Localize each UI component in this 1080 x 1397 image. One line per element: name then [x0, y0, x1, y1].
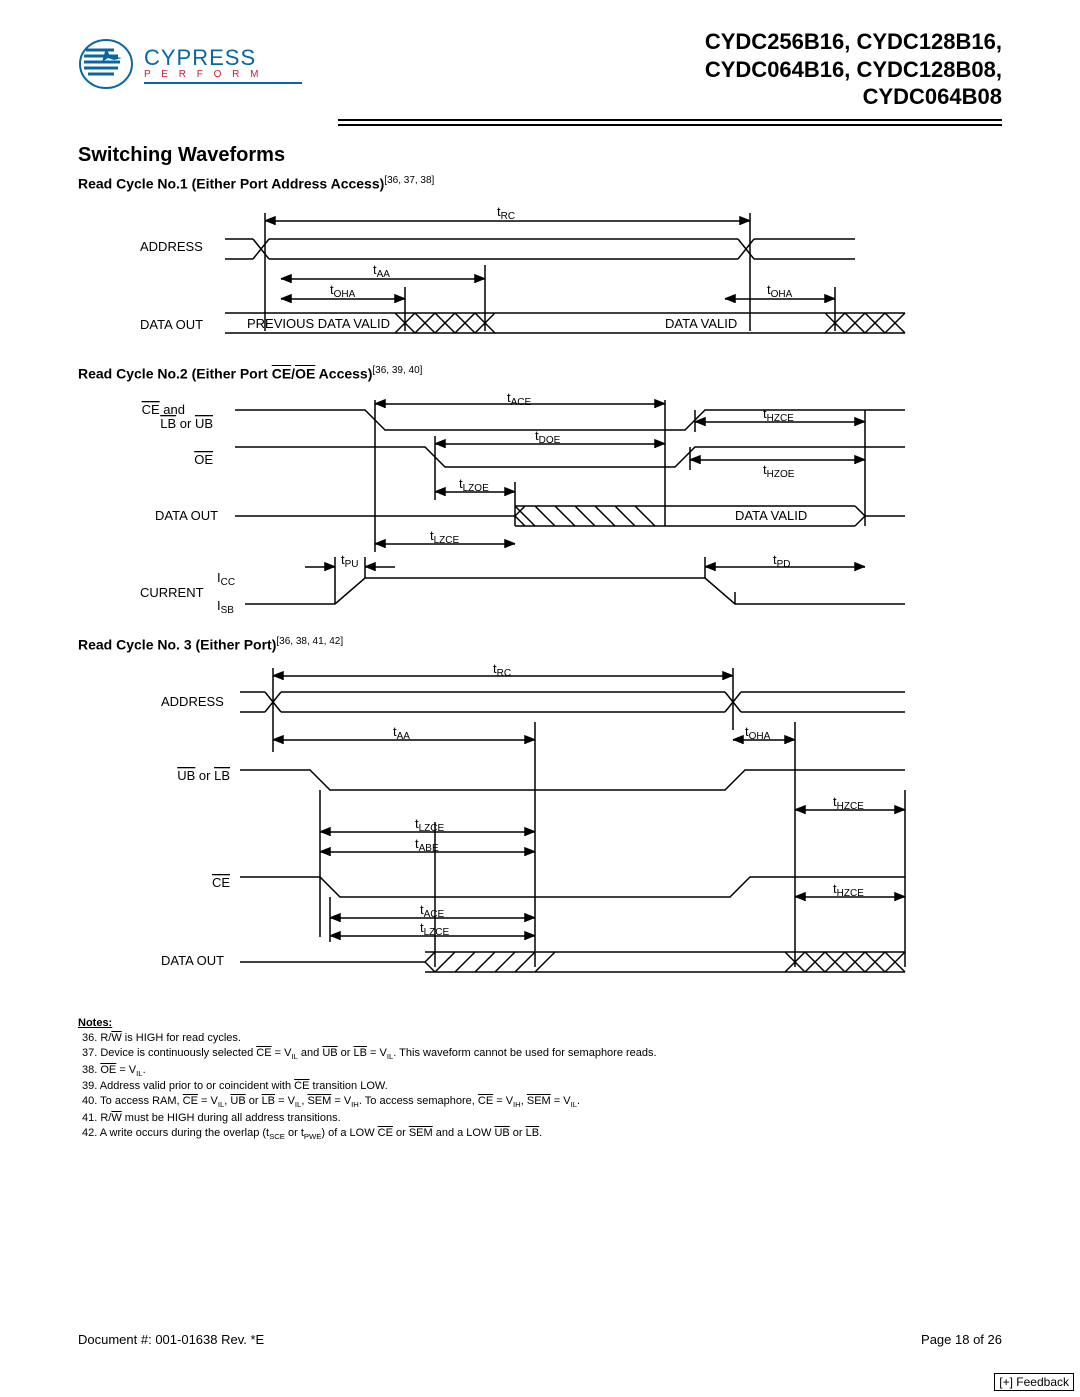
svg-text:tPU: tPU [341, 552, 359, 570]
svg-text:DATA VALID: DATA VALID [735, 508, 807, 523]
d1-address-label: ADDRESS [140, 239, 203, 254]
note-42: 42. A write occurs during the overlap (t… [82, 1126, 1002, 1143]
subsection-2-title: Read Cycle No.2 (Either Port CE/OE Acces… [78, 365, 1002, 382]
svg-text:ISB: ISB [217, 598, 234, 616]
svg-text:CURRENT: CURRENT [140, 585, 204, 600]
svg-text:OE: OE [194, 452, 213, 467]
note-40: 40. To access RAM, CE = VIL, UB or LB = … [82, 1094, 1002, 1111]
svg-text:DATA VALID: DATA VALID [665, 316, 737, 331]
brand-tag: P E R F O R M [144, 69, 302, 80]
svg-text:tOHA: tOHA [767, 282, 793, 300]
svg-text:tLZCE: tLZCE [430, 528, 460, 546]
svg-text:CE: CE [212, 875, 230, 890]
svg-text:tACE: tACE [420, 902, 445, 920]
brand-name: CYPRESS [144, 45, 302, 71]
part-line-2: CYDC064B16, CYDC128B08, [705, 56, 1002, 84]
svg-text:tHZCE: tHZCE [833, 881, 864, 899]
note-41: 41. R/W must be HIGH during all address … [82, 1111, 1002, 1126]
svg-text:tHZCE: tHZCE [763, 406, 794, 424]
svg-text:ADDRESS: ADDRESS [161, 694, 224, 709]
svg-text:DATA OUT: DATA OUT [155, 508, 218, 523]
diagram-read-cycle-2: CE and LB or UB OE DATA OUT CURRENT ICC … [135, 392, 945, 622]
svg-text:tHZCE: tHZCE [833, 794, 864, 812]
page-number: Page 18 of 26 [921, 1332, 1002, 1347]
svg-text:tLZOE: tLZOE [459, 476, 489, 494]
svg-text:tACE: tACE [507, 392, 532, 408]
svg-text:LB or UB: LB or UB [160, 416, 213, 431]
note-36: 36. R/W is HIGH for read cycles. [82, 1031, 1002, 1046]
svg-text:CE and: CE and [142, 402, 185, 417]
note-37: 37. Device is continuously selected CE =… [82, 1046, 1002, 1063]
svg-text:tOHA: tOHA [330, 282, 356, 300]
svg-text:tAA: tAA [373, 262, 390, 280]
svg-text:ICC: ICC [217, 570, 235, 588]
svg-text:UB or LB: UB or LB [177, 768, 230, 783]
header-rule-2 [338, 124, 1002, 126]
subsection-1-title: Read Cycle No.1 (Either Port Address Acc… [78, 175, 1002, 192]
subsection-3-title: Read Cycle No. 3 (Either Port)[36, 38, 4… [78, 636, 1002, 653]
svg-text:tRC: tRC [497, 204, 515, 222]
page-header: CYPRESS P E R F O R M CYDC256B16, CYDC12… [78, 28, 1002, 111]
document-number: Document #: 001-01638 Rev. *E [78, 1332, 264, 1347]
d1-dataout-label: DATA OUT [140, 317, 203, 332]
cypress-logo-icon [78, 36, 138, 92]
svg-text:tOHA: tOHA [745, 724, 771, 742]
svg-text:tHZOE: tHZOE [763, 462, 795, 480]
sub1-refs: [36, 37, 38] [384, 175, 434, 186]
part-line-3: CYDC064B08 [705, 83, 1002, 111]
diagram-read-cycle-1: tRC ADDRESS tAA tOHA tOHA DATA [135, 201, 945, 351]
logo-block: CYPRESS P E R F O R M [78, 28, 302, 92]
brand-underline [144, 82, 302, 84]
diagram-read-cycle-3: ADDRESS tRC tAA tOHA UB or LB [135, 662, 945, 1002]
feedback-button[interactable]: [+] Feedback [994, 1373, 1074, 1391]
svg-text:tLZCE: tLZCE [415, 816, 445, 834]
svg-text:PREVIOUS DATA VALID: PREVIOUS DATA VALID [247, 316, 390, 331]
svg-text:tRC: tRC [493, 662, 511, 679]
part-line-1: CYDC256B16, CYDC128B16, [705, 28, 1002, 56]
notes-heading: Notes: [78, 1016, 1002, 1031]
svg-text:DATA OUT: DATA OUT [161, 953, 224, 968]
part-numbers: CYDC256B16, CYDC128B16, CYDC064B16, CYDC… [705, 28, 1002, 111]
sub1-text: Read Cycle No.1 (Either Port Address Acc… [78, 175, 384, 191]
header-rule [338, 119, 1002, 121]
notes-block: Notes: 36. R/W is HIGH for read cycles. … [78, 1016, 1002, 1142]
note-38: 38. OE = VIL. [82, 1063, 1002, 1080]
section-title: Switching Waveforms [78, 144, 1002, 167]
page-footer: Document #: 001-01638 Rev. *E Page 18 of… [78, 1332, 1002, 1347]
note-39: 39. Address valid prior to or coincident… [82, 1079, 1002, 1094]
